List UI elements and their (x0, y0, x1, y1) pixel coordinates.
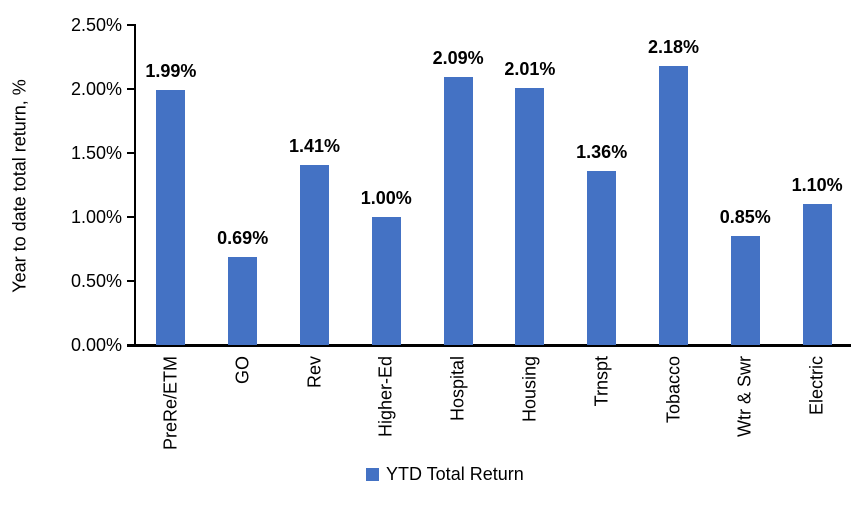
y-axis-line (134, 24, 136, 346)
bar-electric (802, 204, 832, 345)
bar-housing (515, 88, 545, 345)
y-tick-label: 1.00% (70, 207, 122, 227)
x-category-label-trnspt: Trnspt (591, 356, 612, 407)
bar-trnspt (587, 171, 617, 345)
bar-value-label-prere-etm: 1.99% (145, 61, 197, 81)
x-category-label-hospital: Hospital (447, 356, 468, 422)
bar-value-label-higher-ed: 1.00% (360, 188, 412, 208)
x-category-label-electric: Electric (806, 356, 827, 416)
x-category-label-rev: Rev (304, 356, 324, 389)
bar-hospital (443, 77, 473, 345)
bar-go (228, 257, 258, 345)
y-tick-mark (127, 216, 135, 218)
y-tick-mark (127, 24, 135, 26)
x-category-label-prere-etm: PreRe/ETM (160, 356, 181, 451)
bar-prere-etm (156, 90, 186, 345)
x-category-label-housing: Housing (519, 356, 540, 423)
y-tick-label: 2.00% (70, 79, 122, 99)
bar-value-label-tobacco: 2.18% (647, 37, 700, 57)
bar-value-label-hospital: 2.09% (432, 48, 484, 68)
y-axis-title: Year to date total return, % (9, 79, 30, 293)
legend-label: YTD Total Return (386, 464, 524, 484)
bar-tobacco (659, 66, 688, 345)
x-axis-line (127, 344, 851, 347)
bar-value-label-rev: 1.41% (288, 136, 341, 156)
bar-value-label-electric: 1.10% (791, 175, 843, 195)
bar-wtr-swr (730, 236, 760, 345)
y-tick-label: 0.00% (70, 335, 122, 355)
bar-value-label-trnspt: 1.36% (576, 142, 628, 162)
y-tick-mark (127, 280, 135, 282)
legend: YTD Total Return (366, 463, 524, 485)
y-tick-label: 1.50% (70, 143, 122, 163)
bar-rev (300, 165, 329, 345)
bar-value-label-housing: 2.01% (504, 59, 556, 79)
y-tick-label: 0.50% (70, 271, 122, 291)
x-category-label-wtr-swr: Wtr & Swr (734, 356, 755, 437)
bar-value-label-wtr-swr: 0.85% (719, 207, 771, 227)
x-category-label-higher-ed: Higher-Ed (375, 356, 396, 438)
legend-swatch-icon (366, 467, 379, 481)
x-category-label-go: GO (232, 356, 253, 385)
y-tick-mark (127, 88, 135, 90)
y-tick-mark (127, 152, 135, 154)
y-tick-mark (127, 344, 135, 346)
x-category-label-tobacco: Tobacco (663, 356, 683, 424)
bar-higher-ed (371, 217, 401, 345)
bar-value-label-go: 0.69% (217, 228, 269, 248)
y-tick-label: 2.50% (70, 15, 122, 35)
